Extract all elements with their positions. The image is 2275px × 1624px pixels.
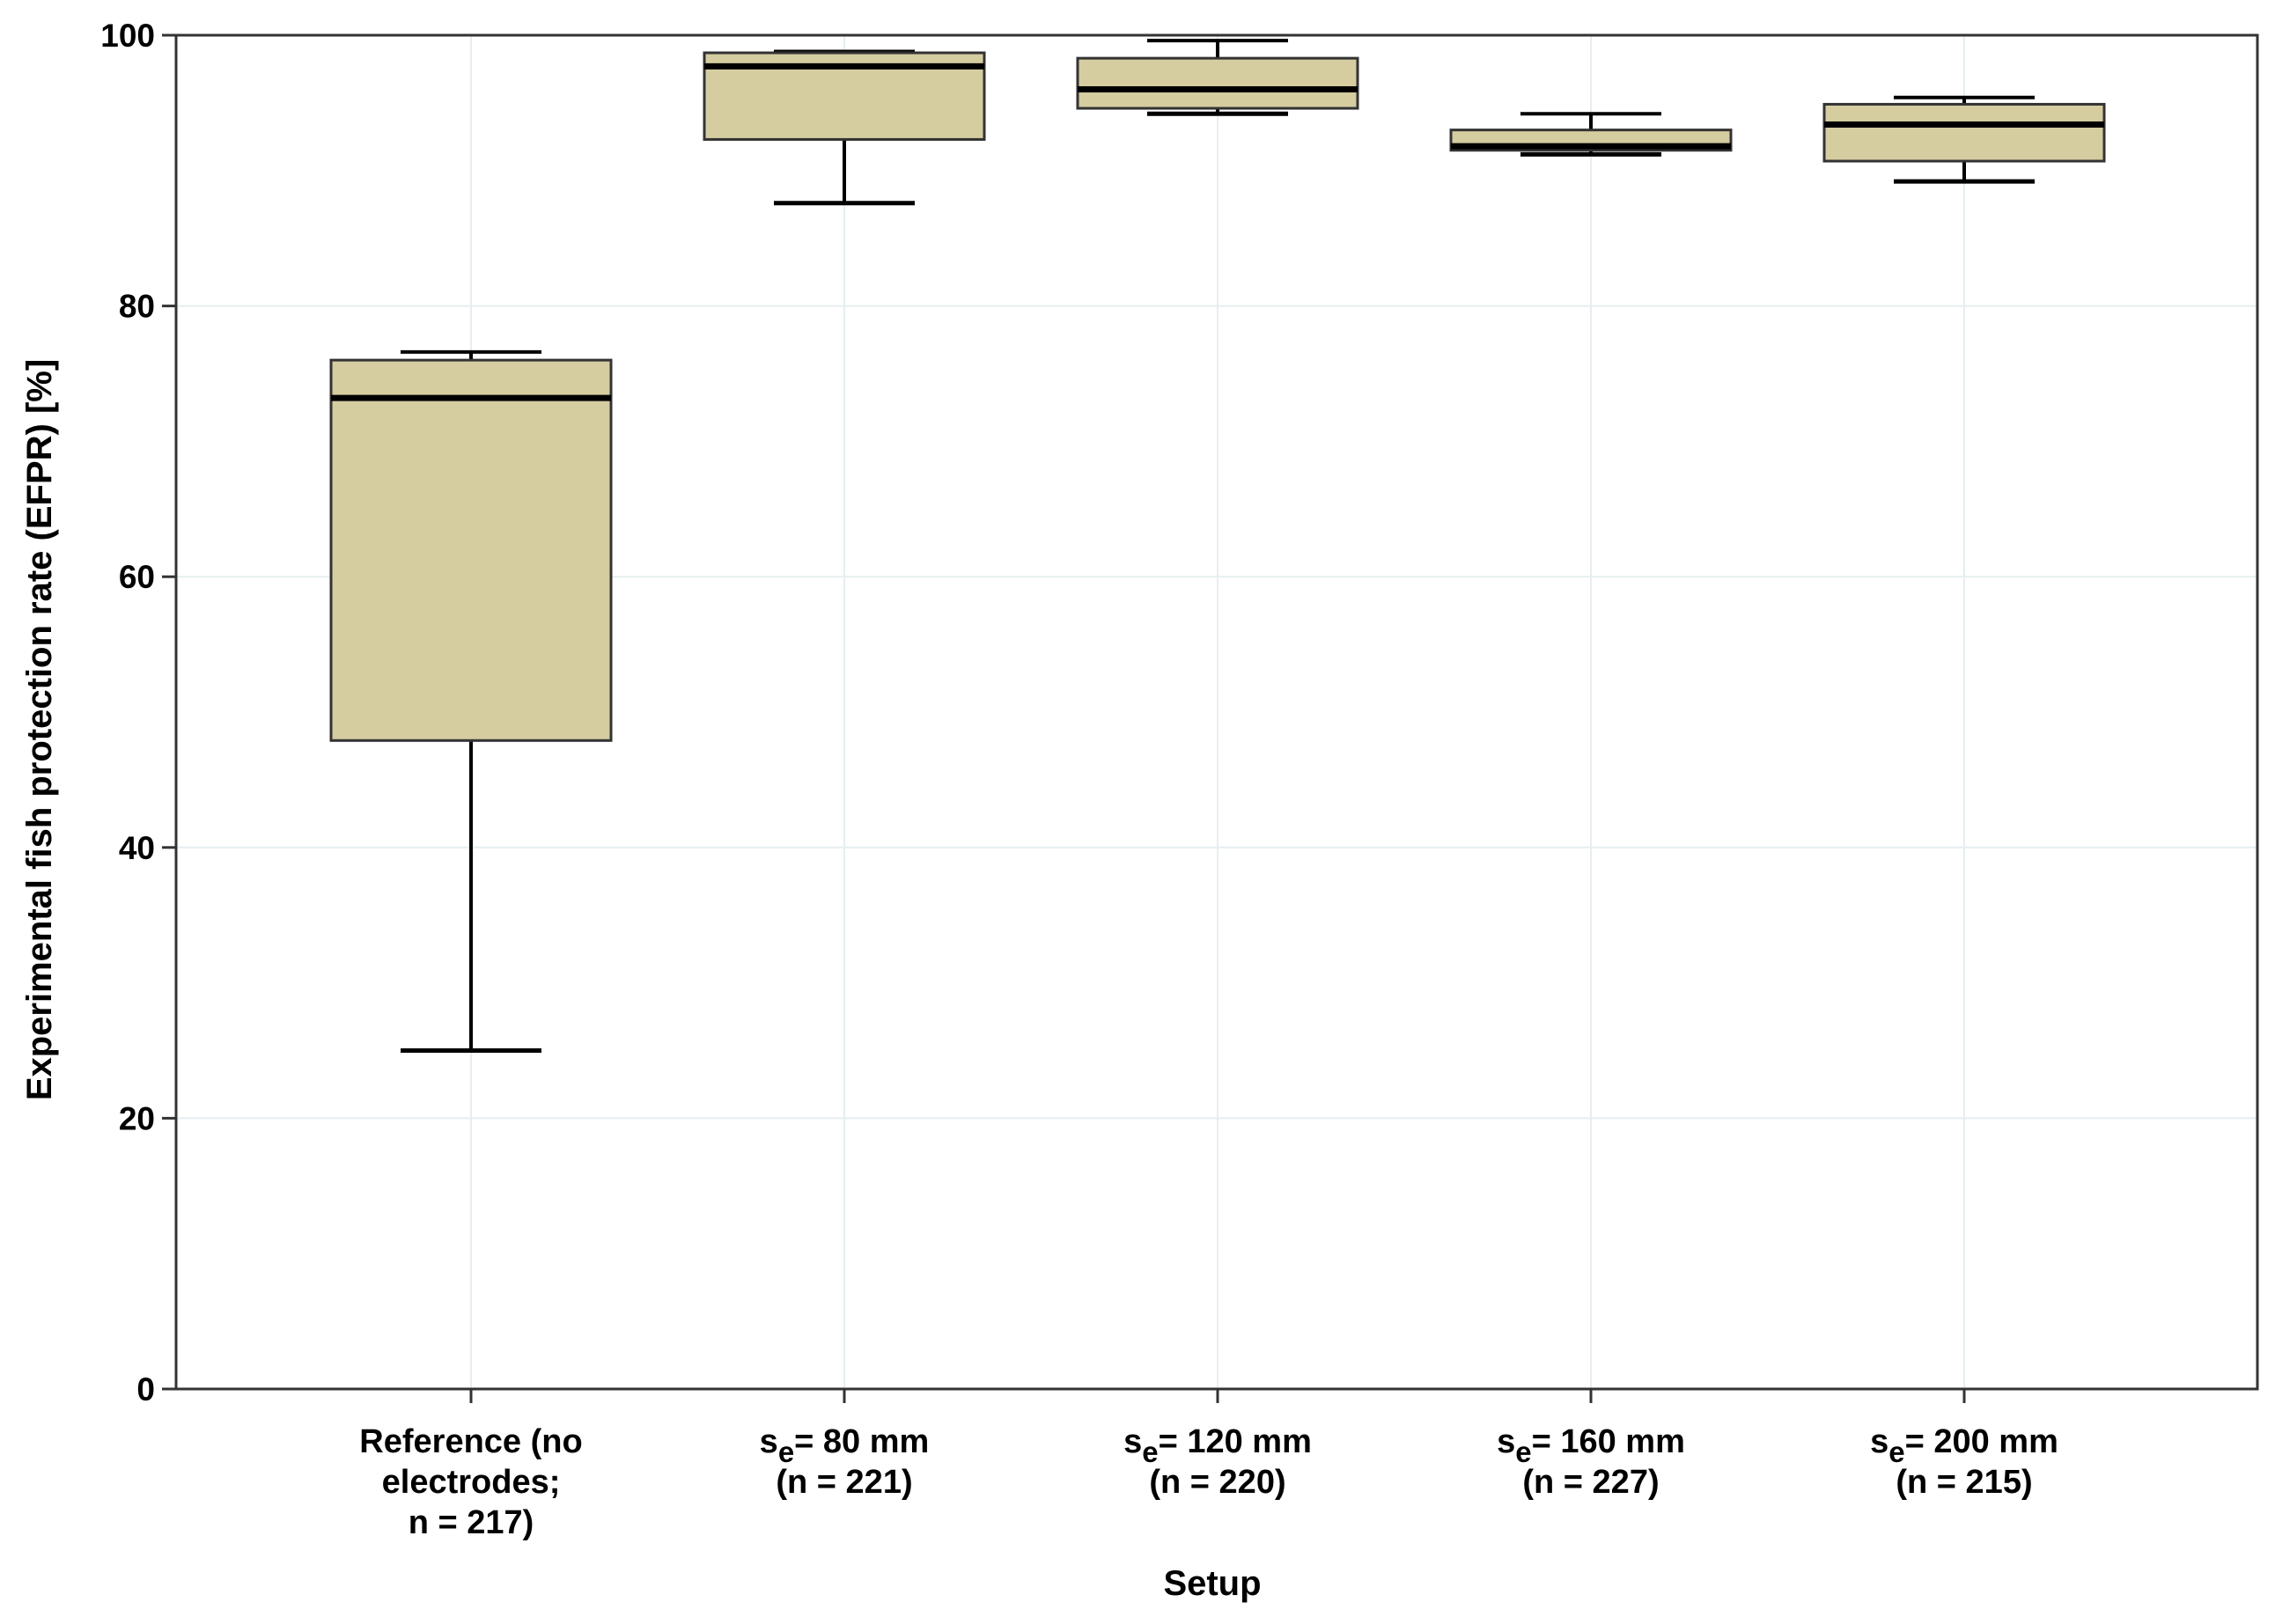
category-label: se= 120 mm (n = 220) xyxy=(1123,1423,1312,1501)
category-label: se= 160 mm (n = 227) xyxy=(1497,1423,1685,1501)
box-group xyxy=(1449,112,1733,1403)
category-label: Reference (no electrodes; n = 217) xyxy=(359,1423,582,1541)
category-label-rest: = 120 mm xyxy=(1159,1423,1312,1460)
category-label-subscript: e xyxy=(1515,1436,1531,1468)
category-label: se= 80 mm (n = 221) xyxy=(760,1423,930,1501)
category-label-line: n = 217) xyxy=(409,1504,534,1541)
axis-layer xyxy=(174,33,2259,1391)
category-label-line: (n = 215) xyxy=(1896,1464,2032,1501)
category-label-subscript: e xyxy=(1888,1436,1904,1468)
box-group xyxy=(703,49,986,1403)
category-label-line: se= 120 mm xyxy=(1123,1423,1312,1468)
box-layer xyxy=(329,39,2106,1403)
category-label-rest: = 160 mm xyxy=(1532,1423,1685,1460)
category-label-line: (n = 221) xyxy=(776,1464,912,1501)
iqr-box xyxy=(1076,56,1359,110)
category-label-rest: = 200 mm xyxy=(1905,1423,2058,1460)
category-label-line: (n = 227) xyxy=(1522,1464,1659,1501)
category-label-line: electrodes; xyxy=(382,1464,561,1501)
y-tick-label: 20 xyxy=(119,1100,155,1136)
iqr-box xyxy=(1822,102,2106,163)
plot-frame xyxy=(174,33,2259,1391)
category-label-line: se= 200 mm xyxy=(1870,1423,2058,1468)
box-group xyxy=(1076,39,1359,1403)
category-label: se= 200 mm (n = 215) xyxy=(1870,1423,2058,1501)
box-group xyxy=(329,349,613,1403)
category-label-rest: = 80 mm xyxy=(794,1423,929,1460)
category-label-line: se= 160 mm xyxy=(1497,1423,1685,1468)
category-label-line: se= 80 mm xyxy=(760,1423,930,1468)
y-tick-label: 0 xyxy=(136,1371,155,1407)
category-label-line: Reference (no xyxy=(359,1423,582,1460)
y-tick-label: 60 xyxy=(119,559,155,595)
y-tick-layer: 0 20 40 60 80 100 xyxy=(100,18,176,1407)
category-label-subscript: e xyxy=(1142,1436,1158,1468)
x-axis-title: Setup xyxy=(1163,1564,1261,1603)
y-axis-title: Experimental fish protection rate (EFPR)… xyxy=(20,359,59,1100)
category-label-line: (n = 220) xyxy=(1149,1464,1285,1501)
iqr-box xyxy=(329,358,613,742)
x-tick-layer: Reference (no electrodes; n = 217) se= 80 m… xyxy=(359,1423,2058,1541)
category-label-subscript: e xyxy=(778,1436,794,1468)
y-tick-label: 40 xyxy=(119,830,155,866)
y-tick-label: 80 xyxy=(119,289,155,325)
y-tick-label: 100 xyxy=(100,18,155,54)
box-group xyxy=(1822,95,2106,1403)
